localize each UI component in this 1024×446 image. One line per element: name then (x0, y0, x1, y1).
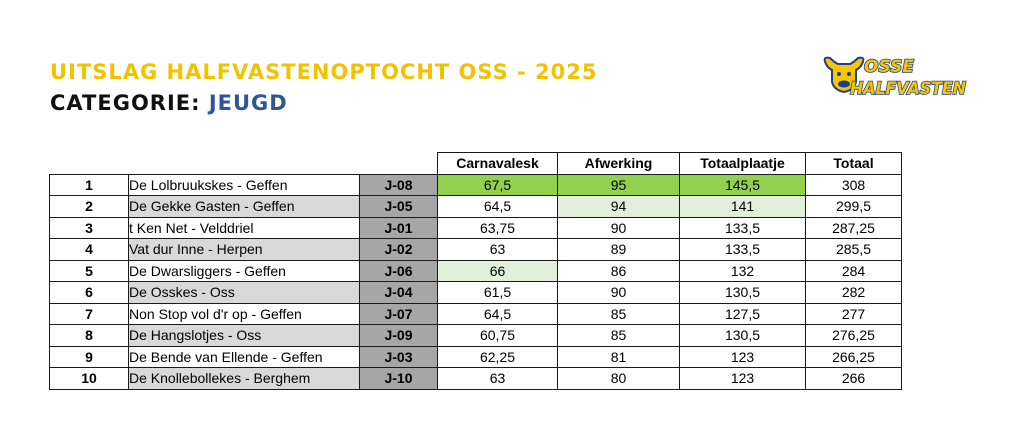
results-table: Carnavalesk Afwerking Totaalplaatje Tota… (49, 152, 902, 390)
code-cell: J-10 (359, 367, 438, 390)
afwerking-cell: 95 (557, 173, 680, 196)
totaalplaatje-cell: 132 (679, 259, 806, 282)
totaalplaatje-cell: 130,5 (679, 281, 806, 304)
totaal-cell: 276,25 (805, 324, 902, 347)
rank-cell: 3 (49, 216, 129, 239)
carnavalesk-cell: 63,75 (437, 216, 558, 239)
afwerking-cell: 85 (557, 302, 680, 325)
rank-cell: 5 (49, 259, 129, 282)
name-cell: De Knollebollekes - Berghem (128, 367, 360, 390)
rank-cell: 4 (49, 238, 129, 261)
table-row: 1 De Lolbruukskes - Geffen J-08 67,5 95 … (49, 173, 902, 196)
table-row: 7 Non Stop vol d'r op - Geffen J-07 64,5… (49, 302, 902, 325)
code-cell: J-02 (359, 238, 438, 261)
name-cell: De Hangslotjes - Oss (128, 324, 360, 347)
afwerking-cell: 90 (557, 216, 680, 239)
table-row: 2 De Gekke Gasten - Geffen J-05 64,5 94 … (49, 195, 902, 218)
osse-halfvasten-logo: OSSE HALFVASTEN (823, 56, 967, 100)
category-name: JEUGD (208, 91, 288, 115)
totaalplaatje-cell: 145,5 (679, 173, 806, 196)
logo-text-bottom: HALFVASTEN (850, 79, 966, 99)
blank-header-cell (128, 152, 360, 174)
carnavalesk-cell: 60,75 (437, 324, 558, 347)
category-heading: CATEGORIE: JEUGD (50, 91, 288, 115)
code-cell: J-05 (359, 195, 438, 218)
page-title: UITSLAG HALFVASTENOPTOCHT OSS - 2025 (50, 60, 598, 84)
totaal-cell: 282 (805, 281, 902, 304)
totaalplaatje-cell: 127,5 (679, 302, 806, 325)
totaal-cell: 299,5 (805, 195, 902, 218)
name-cell: De Dwarsliggers - Geffen (128, 259, 360, 282)
category-prefix: CATEGORIE: (50, 91, 209, 115)
table-row: 4 Vat dur Inne - Herpen J-02 63 89 133,5… (49, 238, 902, 261)
column-header-totaalplaatje: Totaalplaatje (679, 152, 806, 175)
logo-text-top: OSSE (864, 57, 914, 77)
carnavalesk-cell: 67,5 (437, 173, 558, 196)
totaalplaatje-cell: 123 (679, 367, 806, 390)
totaal-cell: 284 (805, 259, 902, 282)
totaal-cell: 266,25 (805, 345, 902, 368)
afwerking-cell: 90 (557, 281, 680, 304)
carnavalesk-cell: 63 (437, 367, 558, 390)
afwerking-cell: 81 (557, 345, 680, 368)
carnavalesk-cell: 62,25 (437, 345, 558, 368)
name-cell: De Lolbruukskes - Geffen (128, 173, 360, 196)
code-cell: J-06 (359, 259, 438, 282)
name-cell: De Bende van Ellende - Geffen (128, 345, 360, 368)
rank-cell: 6 (49, 281, 129, 304)
table-row: 6 De Osskes - Oss J-04 61,5 90 130,5 282 (49, 281, 902, 304)
rank-cell: 9 (49, 345, 129, 368)
totaalplaatje-cell: 123 (679, 345, 806, 368)
totaalplaatje-cell: 141 (679, 195, 806, 218)
name-cell: Non Stop vol d'r op - Geffen (128, 302, 360, 325)
carnavalesk-cell: 61,5 (437, 281, 558, 304)
name-cell: De Gekke Gasten - Geffen (128, 195, 360, 218)
table-row: 5 De Dwarsliggers - Geffen J-06 66 86 13… (49, 259, 902, 282)
afwerking-cell: 89 (557, 238, 680, 261)
carnavalesk-cell: 64,5 (437, 195, 558, 218)
rank-cell: 8 (49, 324, 129, 347)
totaalplaatje-cell: 133,5 (679, 238, 806, 261)
column-header-afwerking: Afwerking (557, 152, 680, 175)
code-cell: J-07 (359, 302, 438, 325)
blank-header-cell (49, 152, 129, 174)
code-cell: J-03 (359, 345, 438, 368)
afwerking-cell: 86 (557, 259, 680, 282)
code-cell: J-08 (359, 173, 438, 196)
afwerking-cell: 94 (557, 195, 680, 218)
carnavalesk-cell: 66 (437, 259, 558, 282)
totaal-cell: 287,25 (805, 216, 902, 239)
afwerking-cell: 80 (557, 367, 680, 390)
totaal-cell: 308 (805, 173, 902, 196)
totaal-cell: 266 (805, 367, 902, 390)
rank-cell: 10 (49, 367, 129, 390)
rank-cell: 7 (49, 302, 129, 325)
name-cell: Vat dur Inne - Herpen (128, 238, 360, 261)
carnavalesk-cell: 63 (437, 238, 558, 261)
totaalplaatje-cell: 133,5 (679, 216, 806, 239)
table-row: 9 De Bende van Ellende - Geffen J-03 62,… (49, 345, 902, 368)
name-cell: t Ken Net - Velddriel (128, 216, 360, 239)
column-header-totaal: Totaal (805, 152, 902, 175)
name-cell: De Osskes - Oss (128, 281, 360, 304)
header-row: Carnavalesk Afwerking Totaalplaatje Tota… (49, 152, 902, 175)
afwerking-cell: 85 (557, 324, 680, 347)
blank-header-cell (359, 152, 438, 174)
rank-cell: 2 (49, 195, 129, 218)
table-row: 3 t Ken Net - Velddriel J-01 63,75 90 13… (49, 216, 902, 239)
code-cell: J-09 (359, 324, 438, 347)
column-header-carnavalesk: Carnavalesk (437, 152, 558, 175)
totaal-cell: 277 (805, 302, 902, 325)
table-row: 8 De Hangslotjes - Oss J-09 60,75 85 130… (49, 324, 902, 347)
rank-cell: 1 (49, 173, 129, 196)
code-cell: J-01 (359, 216, 438, 239)
carnavalesk-cell: 64,5 (437, 302, 558, 325)
totaalplaatje-cell: 130,5 (679, 324, 806, 347)
totaal-cell: 285,5 (805, 238, 902, 261)
table-row: 10 De Knollebollekes - Berghem J-10 63 8… (49, 367, 902, 390)
code-cell: J-04 (359, 281, 438, 304)
